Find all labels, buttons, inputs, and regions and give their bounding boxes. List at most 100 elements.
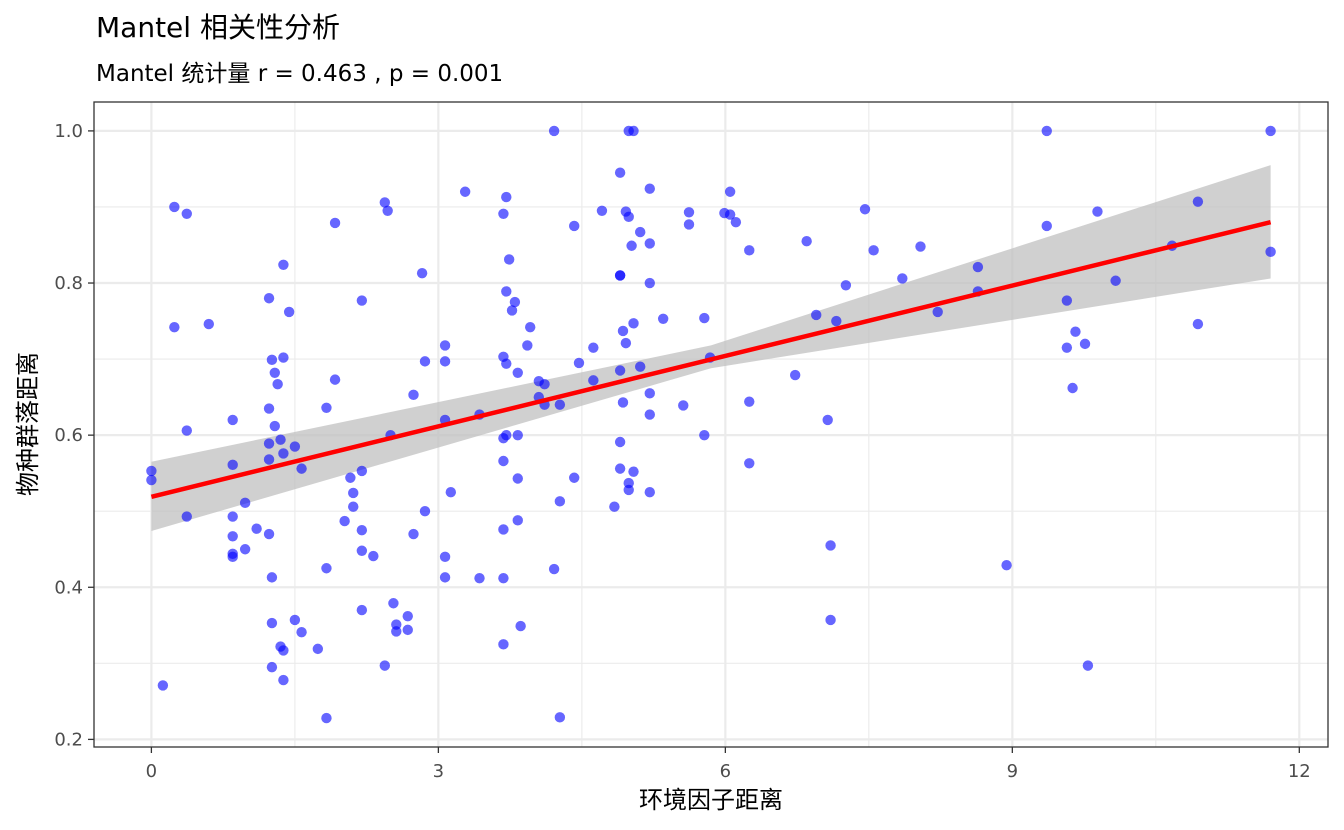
data-point [628,125,639,137]
data-point [699,312,710,324]
data-point [1041,125,1052,137]
data-point [801,235,812,247]
data-point [474,572,485,584]
data-point [635,361,646,372]
data-point [263,403,275,414]
x-tick-label: 0 [146,761,157,782]
data-point [730,216,742,228]
y-axis-title: 物种群落距离 [14,352,42,496]
data-point [345,472,356,483]
data-point [596,205,608,216]
data-point [1067,382,1078,394]
data-point [382,205,393,216]
data-point [263,528,275,540]
data-point [498,572,509,584]
data-point [614,270,626,281]
data-point [554,712,566,723]
data-point [512,367,523,378]
data-point [498,455,509,467]
data-point [1070,326,1081,337]
y-axis-ticks: 0.2 0.4 0.6 0.8 1.0 [54,121,94,750]
data-point [227,511,238,522]
data-point [623,211,634,223]
data-point [644,409,655,420]
data-point [275,434,286,445]
x-tick-label: 6 [720,761,731,782]
y-tick-label: 0.2 [54,729,83,750]
data-point [263,293,275,304]
data-point [501,191,512,203]
data-point [1192,318,1204,330]
data-point [699,429,710,441]
data-point [644,388,655,399]
data-point [283,306,295,318]
data-point [146,465,157,477]
data-point [296,463,307,474]
data-point [525,321,536,333]
data-point [157,680,169,691]
data-point [503,254,515,265]
data-point [1079,338,1091,350]
data-point [416,267,428,279]
data-point [439,340,451,351]
data-point [321,712,332,724]
data-point [203,318,214,330]
data-point [227,414,238,426]
data-point [614,436,626,448]
plot-panel-background [94,102,1328,747]
data-point [169,201,180,213]
data-point [724,209,736,220]
data-point [683,207,695,218]
data-point [744,245,755,256]
data-point [657,313,669,324]
data-point [278,674,289,686]
data-point [512,473,523,484]
data-point [181,511,192,522]
data-point [289,441,301,452]
data-point [620,337,632,349]
data-point [683,219,695,230]
data-point [617,325,629,337]
data-point [539,378,550,390]
confidence-band [151,165,1271,531]
data-point [825,614,836,626]
data-point [312,643,324,655]
chart-title: Mantel 相关性分析 [96,11,340,44]
data-point [1061,295,1073,306]
data-point [628,318,639,329]
data-point [356,295,368,306]
data-point [744,396,755,407]
data-point [1061,342,1073,353]
data-point [915,241,926,252]
data-point [501,429,512,441]
data-point [348,501,359,512]
data-point [822,414,833,426]
data-points [146,125,1276,724]
data-point [588,375,599,386]
data-point [501,286,512,297]
data-point [932,306,943,318]
data-point [266,617,278,629]
data-point [614,365,626,376]
data-point [263,438,275,449]
data-point [146,474,157,486]
data-point [1041,220,1052,232]
data-point [181,425,192,436]
data-point [368,550,379,562]
x-tick-label: 9 [1007,761,1018,782]
data-point [269,420,280,432]
data-point [227,551,238,563]
data-point [227,459,238,471]
data-point [439,551,451,563]
data-point [509,296,521,308]
data-point [269,367,280,378]
data-point [278,448,289,459]
data-point [239,497,251,509]
x-axis-ticks: 0 3 6 9 12 [146,747,1311,782]
data-point [356,545,368,556]
data-point [239,544,251,555]
data-point [501,358,512,369]
data-point [840,280,852,291]
data-point [554,399,566,410]
data-point [825,540,836,551]
